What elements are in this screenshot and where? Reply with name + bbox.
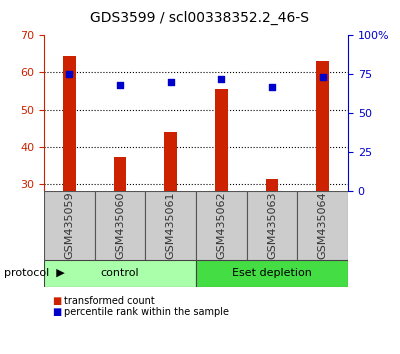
Point [117, 82, 123, 88]
Text: GDS3599 / scl00338352.2_46-S: GDS3599 / scl00338352.2_46-S [90, 11, 310, 25]
Text: GSM435062: GSM435062 [216, 192, 226, 259]
Bar [247, 191, 297, 260]
Bar [297, 191, 348, 260]
Point [168, 79, 174, 85]
Bar [114, 157, 126, 191]
Text: percentile rank within the sample: percentile rank within the sample [64, 307, 229, 316]
Point [218, 76, 224, 82]
Bar [44, 260, 196, 287]
Bar [164, 132, 177, 191]
Bar [44, 191, 95, 260]
Bar [63, 56, 76, 191]
Bar [266, 179, 278, 191]
Bar [196, 260, 348, 287]
Point [269, 84, 275, 90]
Point [320, 75, 326, 80]
Text: Eset depletion: Eset depletion [232, 268, 312, 279]
Text: protocol  ▶: protocol ▶ [4, 268, 65, 279]
Text: GSM435060: GSM435060 [115, 192, 125, 259]
Text: ■: ■ [52, 296, 61, 306]
Text: ■: ■ [52, 307, 61, 316]
Bar [196, 191, 247, 260]
Bar [145, 191, 196, 260]
Text: control: control [101, 268, 139, 279]
Text: GSM435064: GSM435064 [318, 192, 328, 259]
Bar [95, 191, 145, 260]
Point [66, 72, 72, 77]
Text: GSM435059: GSM435059 [64, 192, 74, 259]
Text: GSM435063: GSM435063 [267, 192, 277, 259]
Text: GSM435061: GSM435061 [166, 192, 176, 259]
Bar [215, 89, 228, 191]
Bar [316, 61, 329, 191]
Text: transformed count: transformed count [64, 296, 155, 306]
